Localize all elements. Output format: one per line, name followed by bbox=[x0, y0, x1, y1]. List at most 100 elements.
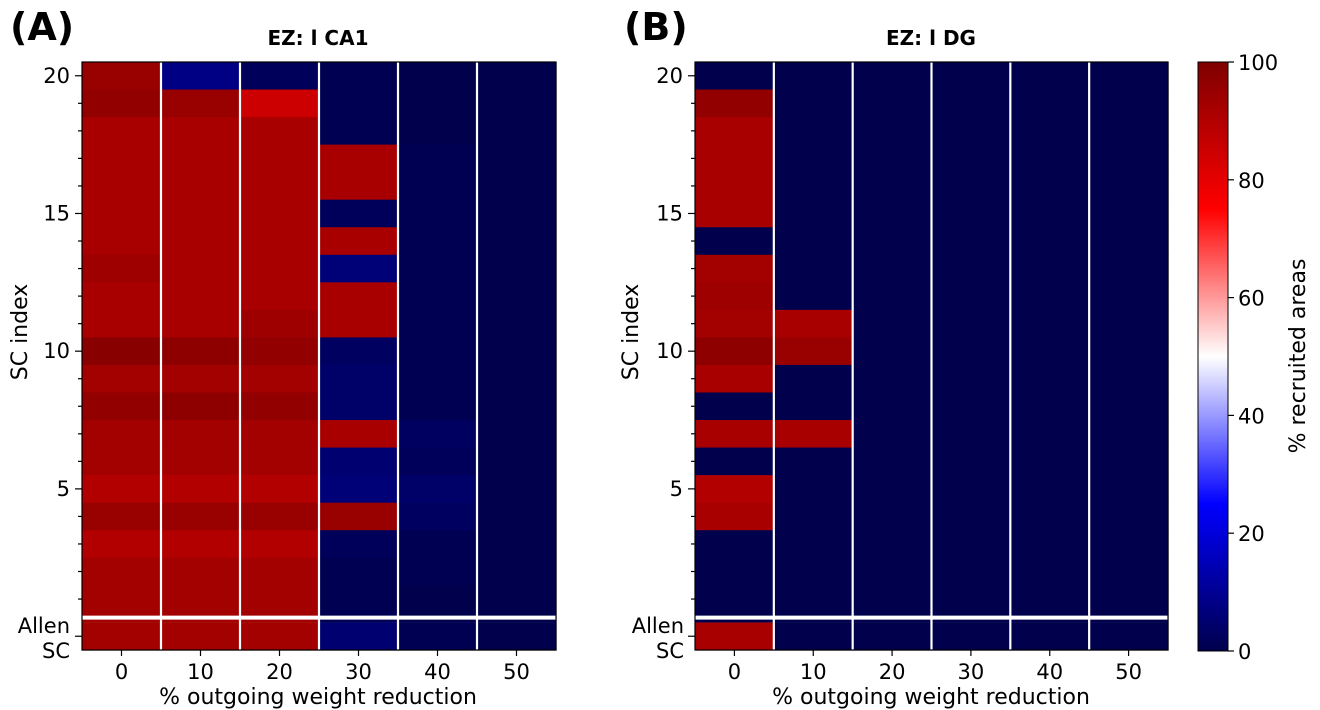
x-tick-label: 0 bbox=[728, 660, 741, 684]
panel-title: EZ: l DG bbox=[886, 26, 976, 50]
heatmap-cell bbox=[240, 530, 320, 559]
panel-b: (B) EZ: l DG 20 15 10 5 0 10 20 30 40 50 Allen S… bbox=[619, 5, 1169, 710]
heatmap-cell bbox=[82, 502, 162, 531]
heatmap-cell bbox=[398, 585, 478, 614]
y-axis-ticks: 20 15 10 5 bbox=[43, 64, 82, 637]
heatmap-cell bbox=[1089, 62, 1169, 91]
heatmap-cell bbox=[1089, 337, 1169, 366]
heatmap-cell bbox=[773, 337, 854, 366]
sc-label: SC bbox=[656, 639, 684, 663]
heatmap-cells bbox=[695, 62, 1169, 651]
heatmap-cell bbox=[161, 227, 241, 256]
heatmap-cell bbox=[1089, 199, 1169, 228]
heatmap-cell bbox=[477, 585, 557, 614]
heatmap-cell bbox=[82, 199, 162, 228]
heatmap-cell bbox=[319, 447, 399, 476]
heatmap-cell bbox=[852, 364, 933, 394]
heatmap-cell bbox=[398, 622, 478, 651]
heatmap-cell bbox=[773, 475, 854, 504]
heatmap-cell bbox=[161, 585, 241, 614]
heatmap-cell bbox=[477, 557, 557, 586]
heatmap-cell bbox=[695, 392, 775, 421]
heatmap-cell bbox=[1010, 447, 1090, 476]
heatmap-cell bbox=[852, 144, 933, 173]
heatmap-cell bbox=[931, 282, 1011, 311]
heatmap-cell bbox=[398, 337, 478, 366]
heatmap-cell bbox=[477, 420, 557, 449]
heatmap-cell bbox=[695, 337, 775, 366]
heatmap-cell bbox=[852, 227, 933, 256]
heatmap-cell bbox=[773, 622, 854, 651]
heatmap-cell bbox=[931, 475, 1011, 504]
heatmap-cell bbox=[240, 309, 320, 339]
heatmap-cell bbox=[852, 530, 933, 559]
heatmap-cell bbox=[398, 199, 478, 228]
heatmap-cell bbox=[161, 117, 241, 146]
heatmap-cell bbox=[161, 364, 241, 394]
heatmap-cell bbox=[1010, 392, 1090, 421]
heatmap-cell bbox=[240, 89, 320, 118]
heatmap-cell bbox=[319, 475, 399, 504]
heatmap-cell bbox=[773, 530, 854, 559]
heatmap-cell bbox=[931, 364, 1011, 394]
axes-frame bbox=[694, 61, 1169, 651]
heatmap-cell bbox=[1010, 89, 1090, 118]
heatmap-cell bbox=[1089, 364, 1169, 394]
x-axis-label: % outgoing weight reduction bbox=[159, 685, 477, 710]
heatmap-cell bbox=[319, 309, 399, 339]
y-tick-label: 10 bbox=[656, 339, 683, 363]
heatmap-cell bbox=[161, 622, 241, 651]
heatmap-cell bbox=[82, 392, 162, 421]
heatmap-cell bbox=[240, 557, 320, 586]
heatmap-cell bbox=[477, 622, 557, 651]
heatmap-cell bbox=[1010, 502, 1090, 531]
heatmap-cells bbox=[82, 62, 557, 651]
y-tick-label: 5 bbox=[670, 477, 683, 501]
heatmap-cell bbox=[695, 622, 775, 651]
y-tick-label: 10 bbox=[43, 339, 70, 363]
heatmap-cell bbox=[695, 117, 775, 146]
heatmap-cell bbox=[82, 89, 162, 118]
heatmap-cell bbox=[82, 475, 162, 504]
heatmap-cell bbox=[1089, 227, 1169, 256]
heatmap-cell bbox=[82, 227, 162, 256]
panel-letter: (B) bbox=[624, 5, 688, 49]
heatmap-cell bbox=[931, 447, 1011, 476]
heatmap-cell bbox=[852, 337, 933, 366]
heatmap-cell bbox=[240, 227, 320, 256]
heatmap-cell bbox=[477, 364, 557, 394]
heatmap-cell bbox=[931, 117, 1011, 146]
heatmap-cell bbox=[319, 622, 399, 651]
heatmap-cell bbox=[82, 254, 162, 283]
colorbar: 0 20 40 60 80 100 % recruited areas bbox=[1197, 51, 1311, 664]
heatmap-cell bbox=[852, 585, 933, 614]
heatmap-cell bbox=[695, 199, 775, 228]
heatmap-cell bbox=[1010, 309, 1090, 339]
heatmap-cell bbox=[398, 227, 478, 256]
heatmap-cell bbox=[1089, 144, 1169, 173]
heatmap-cell bbox=[931, 622, 1011, 651]
heatmap-cell bbox=[931, 585, 1011, 614]
heatmap-cell bbox=[477, 144, 557, 173]
heatmap-cell bbox=[695, 557, 775, 586]
heatmap-cell bbox=[852, 557, 933, 586]
heatmap-cell bbox=[1089, 585, 1169, 614]
heatmap-cell bbox=[477, 475, 557, 504]
heatmap-cell bbox=[1089, 530, 1169, 559]
heatmap-cell bbox=[477, 282, 557, 311]
heatmap-cell bbox=[82, 62, 162, 91]
heatmap-cell bbox=[773, 502, 854, 531]
heatmap-cell bbox=[931, 199, 1011, 228]
heatmap-cell bbox=[773, 282, 854, 311]
heatmap-cell bbox=[240, 117, 320, 146]
heatmap-cell bbox=[773, 89, 854, 118]
heatmap-cell bbox=[161, 254, 241, 283]
heatmap-cell bbox=[931, 144, 1011, 173]
x-tick-label: 40 bbox=[1036, 660, 1063, 684]
heatmap-cell bbox=[82, 117, 162, 146]
heatmap-cell bbox=[1010, 475, 1090, 504]
heatmap-cell bbox=[931, 530, 1011, 559]
heatmap-separators bbox=[81, 61, 557, 651]
heatmap-cell bbox=[695, 364, 775, 394]
